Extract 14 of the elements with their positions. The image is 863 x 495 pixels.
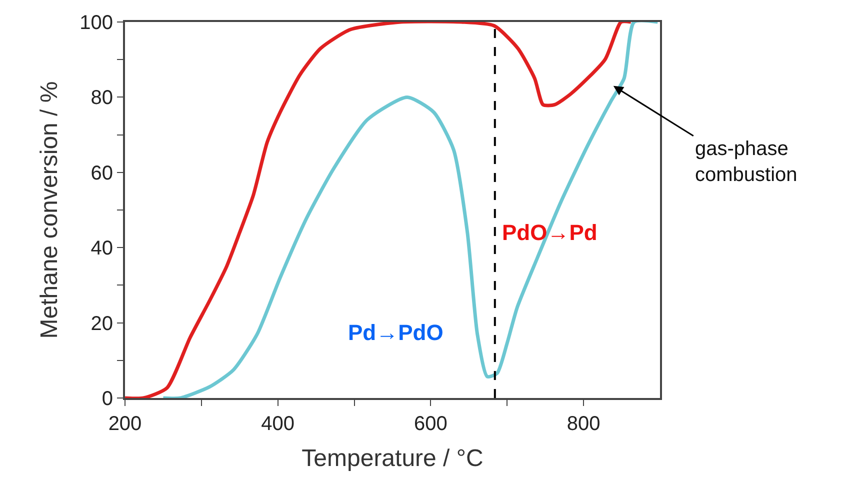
x-tick-label: 400	[261, 413, 295, 435]
x-tick-label: 800	[566, 413, 600, 435]
x-tick-label: 600	[414, 413, 448, 435]
annotation: Pd→PdO	[348, 320, 444, 345]
y-tick-label: 100	[80, 12, 113, 34]
y-tick-label: 20	[90, 312, 113, 335]
y-tick-label: 0	[102, 388, 113, 410]
y-tick-label: 40	[90, 238, 113, 260]
x-axis-title: Temperature / °C	[302, 444, 484, 472]
annotation: gas-phase combustion	[695, 138, 798, 186]
y-axis-title: Methane conversion / %	[36, 81, 64, 339]
y-tick-label: 60	[90, 162, 113, 184]
y-tick-label: 80	[90, 87, 113, 110]
x-tick-label: 200	[108, 413, 142, 435]
